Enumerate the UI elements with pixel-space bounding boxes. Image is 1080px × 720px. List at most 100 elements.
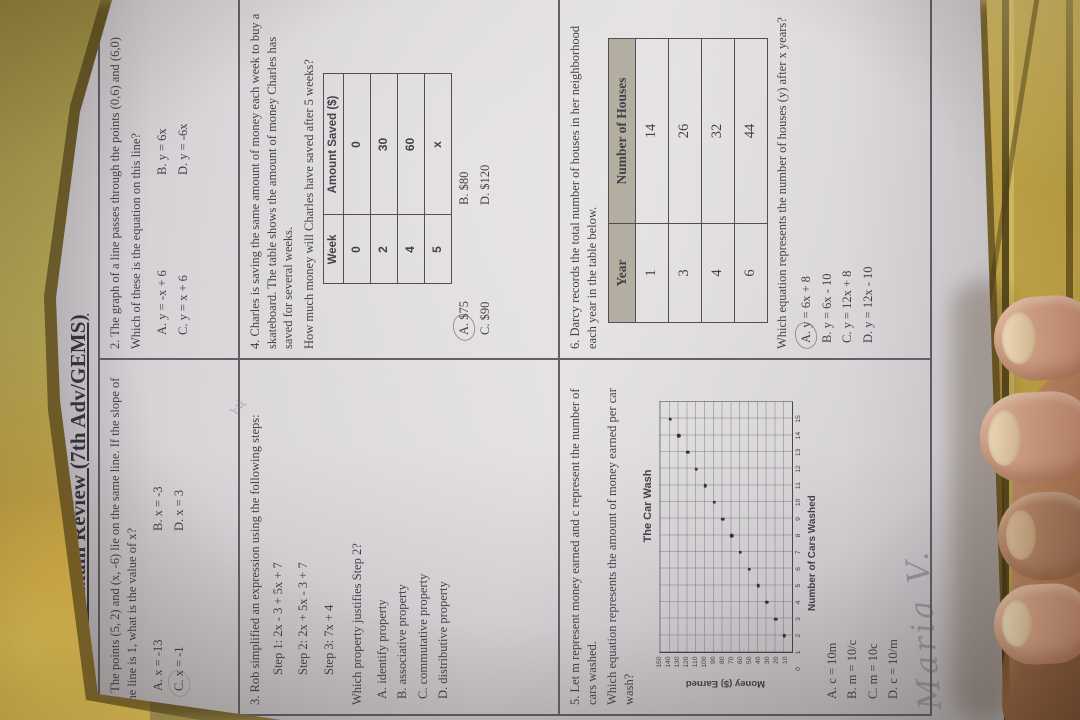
q3-step-3: Step 3: 7x + 4 — [321, 604, 336, 675]
question-6-options: A. y = 6x + 8 B. y = 6x - 10 C. y = 12x … — [798, 9, 876, 344]
y-tick-label: 140 — [664, 656, 672, 668]
data-point — [782, 634, 787, 638]
q2-option-a: A. y = -x + 6 — [155, 270, 169, 335]
table-header: Amount Saved ($) — [323, 74, 344, 215]
q3-option-a: A. identify property — [374, 599, 389, 699]
fingernail-2 — [988, 410, 1021, 466]
q3-step-2: Step 2: 2x + 5x - 3 + 7 — [296, 562, 310, 675]
table-cell: 60 — [397, 74, 425, 215]
q1-option-c: C. x = -1 — [171, 541, 188, 691]
table-cell: 44 — [734, 38, 768, 224]
x-tick-label: 15 — [794, 415, 802, 423]
car-wash-graph: The Car Wash Money ($) Earned 150 140 130 1… — [641, 367, 819, 689]
table-cell: 4 — [397, 215, 425, 284]
x-tick-label: 6 — [794, 567, 802, 571]
graph-y-axis-label: Money ($) Earned — [684, 678, 765, 689]
q3-option-d: D. distributive property — [436, 581, 450, 699]
q3-option-b: B. associative property — [395, 584, 409, 699]
question-6-text: 6. Darcy records the total number of hou… — [568, 25, 599, 349]
question-5-options: A. c = 10m B. m = 10/c C. m = 10c D. c =… — [824, 369, 902, 699]
y-tick-label: 50 — [746, 656, 754, 665]
graph-title: The Car Wash — [642, 469, 654, 543]
table-cell: 4 — [701, 223, 735, 323]
q3-step-1: Step 1: 2x - 3 + 5x + 7 — [270, 562, 285, 675]
question-3-options: A. identify property B. associative prop… — [374, 369, 452, 699]
y-tick-label: 150 — [655, 656, 663, 668]
y-tick-label: 100 — [700, 656, 708, 668]
table-cell: 14 — [635, 38, 669, 224]
table-header: Year — [608, 223, 636, 323]
x-tick-label: 10 — [794, 498, 802, 507]
x-tick-label: 14 — [794, 431, 802, 440]
q1-option-a: A. x = -13 — [151, 639, 165, 692]
houses-table: Year Number of Houses 1 14 3 26 4 32 6 44 — [608, 38, 768, 323]
worksheet-page: Quarter 2 Exam Review (7th Adv/GEMS) Pa … — [58, 0, 978, 720]
data-point — [712, 500, 716, 505]
question-2-text: 2. The graph of a line passes through th… — [108, 37, 122, 349]
table-row: 3 26 — [668, 38, 702, 323]
table-cell: 6 — [734, 223, 768, 323]
data-point — [738, 550, 743, 555]
q6-option-c: C. y = 12x + 8 — [840, 270, 855, 343]
data-point — [756, 584, 760, 588]
table-cell: 5 — [424, 215, 452, 284]
y-tick-label: 70 — [728, 656, 736, 665]
q4-option-c: C. $90 — [477, 301, 492, 335]
table-cell: 0 — [343, 215, 371, 284]
q3-option-c: C. commutative property — [415, 573, 430, 699]
y-tick-label: 60 — [737, 656, 745, 665]
y-tick-label: 80 — [718, 656, 726, 665]
x-tick-label: 11 — [794, 482, 802, 490]
table-cell: 26 — [668, 38, 702, 224]
table-cell: 32 — [701, 38, 735, 224]
fingernail-3 — [1006, 510, 1036, 560]
table-row: 6 44 — [734, 38, 768, 323]
x-tick-label: 0 — [794, 667, 802, 671]
q2-option-d: D. y = -6x — [175, 123, 190, 176]
y-tick-label: 110 — [691, 656, 699, 668]
x-tick-label: 13 — [794, 448, 802, 457]
q4-option-a: A. $75 — [456, 215, 473, 335]
table-cell: 30 — [370, 74, 398, 215]
question-grid: 1. The points (5, 2) and (x, -6) lie on … — [98, 0, 932, 716]
question-5-text: 5. Let m represent money earned and c re… — [568, 388, 599, 705]
question-4-cell: 4. Charles is saving the same amount of … — [239, 0, 559, 359]
fingernail-4 — [1002, 600, 1032, 647]
q2-option-c: C. y = x + 6 — [175, 275, 190, 335]
graph-y-ticks: 150 140 130 120 110 100 90 80 70 60 50 40 30 20 10 — [656, 653, 792, 674]
question-2-cell: 2. The graph of a line passes through th… — [99, 0, 239, 359]
x-tick-label: 1 — [794, 650, 802, 655]
x-tick-label: 8 — [794, 533, 802, 538]
x-tick-label: 7 — [794, 550, 802, 555]
question-1-options: A. x = -13 B. x = -3 C. x = -1 D. x = 3 — [150, 369, 187, 691]
data-point — [721, 517, 725, 521]
q6-option-a: A. y = 6x + 8 — [799, 276, 814, 343]
data-point — [677, 434, 681, 438]
q4-option-d: D. $120 — [477, 164, 492, 205]
question-2-prompt: Which of these is the equation on this l… — [128, 133, 143, 349]
data-point — [685, 450, 690, 455]
q1-option-b: B. x = -3 — [151, 486, 165, 531]
savings-table: Week Amount Saved ($) 0 0 2 30 4 60 5 x — [323, 74, 452, 285]
table-cell: 0 — [343, 74, 371, 215]
graph-plot-area — [658, 401, 793, 654]
graph-x-ticks: 0 1 2 3 4 5 6 7 8 9 10 11 12 13 14 15 — [794, 415, 804, 671]
question-6-prompt: Which equation represents the number of … — [774, 17, 789, 349]
q5-option-d: D. c = 10/m — [886, 639, 901, 699]
x-tick-label: 4 — [794, 600, 802, 605]
y-tick-label: 20 — [773, 656, 781, 665]
fingernail-1 — [1002, 312, 1036, 364]
table-row: 4 32 — [701, 38, 735, 323]
q4-option-b: B. $80 — [457, 171, 472, 205]
question-5-prompt: Which equation represents the amount of … — [605, 388, 636, 705]
table-row: 2 30 — [370, 74, 398, 284]
y-tick-label: 40 — [755, 656, 763, 665]
x-tick-label: 9 — [794, 517, 802, 521]
question-4-text: 4. Charles is saving the same amount of … — [248, 13, 295, 349]
question-6-cell: 6. Darcy records the total number of hou… — [228, 0, 931, 417]
data-point — [773, 617, 778, 621]
table-row: 4 60 — [397, 74, 425, 284]
